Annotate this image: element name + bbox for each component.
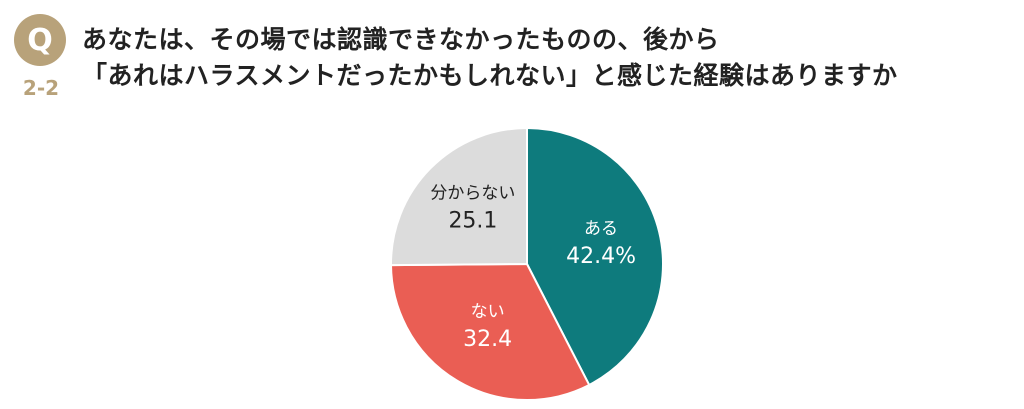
question-line-2: 「あれはハラスメントだったかもしれない」と感じた経験はありますか [82, 61, 898, 90]
pie-slice-0 [526, 126, 664, 387]
slice-value-label: 32.4 [463, 327, 512, 352]
slice-category-label: ある [584, 219, 618, 239]
badge-letter: Q [27, 22, 53, 58]
question-line-1: あなたは、その場では認識できなかったものの、後から [82, 25, 720, 54]
question-number: 2-2 [22, 76, 60, 100]
pie-slice-1 [389, 262, 591, 401]
question-badge-icon: Q [14, 14, 66, 66]
pie-slice-2 [390, 126, 528, 267]
slice-category-label: 分からない [430, 183, 515, 203]
slice-value-label: 25.1 [448, 208, 497, 233]
question-title: あなたは、その場では認識できなかったものの、後から 「あれはハラスメントだったか… [82, 22, 898, 94]
slice-category-label: ない [471, 302, 505, 322]
slice-value-label: 42.4% [566, 244, 636, 269]
